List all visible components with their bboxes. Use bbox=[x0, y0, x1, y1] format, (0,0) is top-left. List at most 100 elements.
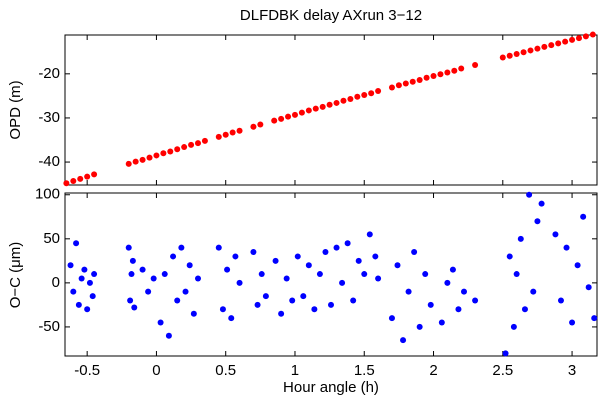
point bbox=[361, 92, 368, 98]
point bbox=[557, 297, 564, 304]
x-tick-label: -0.5 bbox=[74, 362, 100, 379]
point bbox=[354, 93, 361, 100]
point bbox=[127, 297, 134, 304]
point bbox=[569, 319, 576, 326]
point bbox=[526, 191, 533, 198]
point bbox=[78, 275, 85, 282]
plot-frame bbox=[64, 192, 598, 357]
point bbox=[517, 235, 524, 242]
point bbox=[534, 218, 541, 225]
plot-frame bbox=[64, 34, 598, 186]
point bbox=[188, 141, 195, 148]
point bbox=[548, 42, 555, 49]
point bbox=[132, 158, 139, 165]
point bbox=[305, 107, 312, 114]
point bbox=[298, 109, 305, 116]
point bbox=[582, 33, 589, 40]
point bbox=[139, 156, 146, 163]
x-tick-label: 2.5 bbox=[492, 362, 513, 379]
point bbox=[444, 69, 451, 76]
point bbox=[326, 101, 333, 108]
y-tick-label: -20 bbox=[38, 65, 60, 82]
point bbox=[73, 240, 80, 247]
point bbox=[538, 200, 545, 207]
point bbox=[416, 77, 423, 83]
point bbox=[574, 262, 581, 269]
y-tick-label: -50 bbox=[38, 318, 60, 335]
point bbox=[129, 257, 136, 264]
point bbox=[150, 275, 157, 282]
point bbox=[67, 262, 74, 269]
x-axis-label: Hour angle (h) bbox=[283, 379, 379, 396]
point bbox=[215, 133, 222, 140]
point bbox=[165, 332, 172, 339]
point bbox=[174, 146, 181, 153]
y-tick-label: 100 bbox=[35, 186, 60, 203]
point bbox=[322, 249, 329, 256]
point bbox=[186, 262, 193, 269]
point bbox=[444, 279, 451, 286]
point bbox=[300, 293, 307, 300]
y-tick-label: 0 bbox=[52, 274, 60, 291]
point bbox=[84, 173, 91, 180]
point bbox=[449, 266, 456, 273]
point bbox=[423, 74, 430, 81]
point bbox=[388, 84, 395, 91]
point bbox=[339, 279, 346, 286]
point bbox=[174, 297, 181, 304]
point bbox=[368, 90, 375, 97]
point bbox=[125, 244, 132, 251]
point bbox=[257, 121, 264, 128]
point bbox=[458, 65, 465, 72]
point bbox=[271, 117, 278, 124]
point bbox=[250, 249, 257, 256]
y-axis-label: OPD (m) bbox=[7, 80, 24, 139]
point bbox=[344, 240, 351, 247]
y-tick-label: 50 bbox=[43, 230, 60, 247]
point bbox=[347, 95, 354, 102]
point bbox=[372, 253, 379, 260]
point bbox=[316, 271, 323, 278]
point bbox=[394, 262, 401, 269]
point bbox=[589, 31, 596, 38]
point bbox=[555, 40, 562, 47]
point bbox=[427, 301, 434, 308]
point bbox=[438, 319, 445, 326]
point bbox=[530, 288, 537, 295]
point bbox=[502, 350, 509, 357]
point bbox=[437, 71, 444, 78]
point bbox=[562, 38, 569, 45]
point bbox=[224, 266, 231, 273]
point bbox=[70, 178, 77, 185]
point bbox=[366, 231, 373, 238]
point bbox=[145, 288, 152, 295]
point bbox=[153, 152, 160, 159]
point bbox=[215, 244, 222, 251]
point bbox=[569, 36, 576, 43]
point bbox=[236, 127, 243, 134]
point bbox=[146, 154, 153, 161]
point bbox=[91, 171, 98, 178]
point bbox=[181, 144, 188, 151]
point bbox=[311, 306, 318, 313]
point bbox=[285, 113, 292, 120]
point bbox=[236, 279, 243, 286]
point bbox=[400, 337, 407, 344]
point bbox=[541, 43, 548, 50]
point bbox=[272, 257, 279, 264]
point bbox=[472, 297, 479, 304]
point bbox=[552, 231, 559, 238]
point bbox=[278, 310, 285, 317]
point bbox=[86, 279, 93, 286]
point bbox=[333, 99, 340, 106]
chart-title: DLFDBK delay AXrun 3−12 bbox=[240, 7, 422, 24]
point bbox=[222, 131, 229, 138]
point bbox=[472, 62, 479, 68]
point bbox=[361, 271, 368, 278]
point bbox=[229, 129, 236, 136]
x-tick-label: 1.5 bbox=[354, 362, 375, 379]
point bbox=[84, 306, 91, 313]
point bbox=[340, 97, 347, 104]
point bbox=[499, 54, 506, 61]
point bbox=[521, 306, 528, 313]
